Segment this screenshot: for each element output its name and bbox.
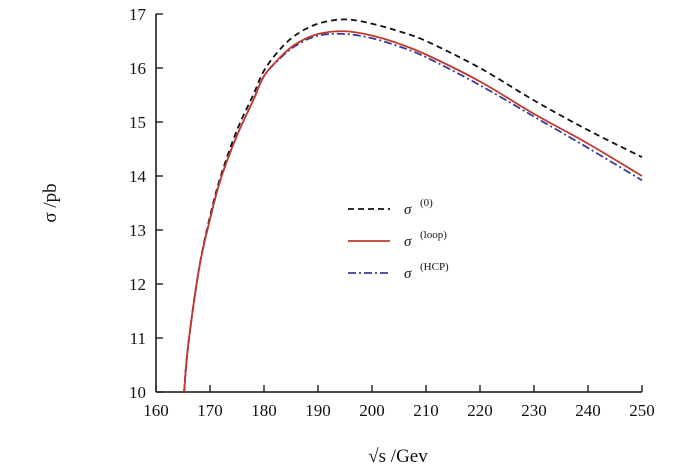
legend: σ (0) σ (loop) σ (HCP) [348, 197, 449, 282]
x-axis-label: √s /Gev [368, 446, 428, 467]
x-tick-label: 180 [251, 401, 277, 420]
x-tick-label: 190 [305, 401, 331, 420]
x-tick-label: 220 [467, 401, 493, 420]
y-tick-label: 15 [129, 113, 146, 132]
y-tick-label: 13 [129, 221, 146, 240]
series-group [183, 18, 643, 393]
legend-sup-2: (HCP) [420, 261, 449, 273]
legend-sup-1: (loop) [420, 229, 447, 241]
series-line-2 [183, 32, 643, 393]
x-tick-label: 230 [521, 401, 547, 420]
y-tick-label: 14 [129, 167, 147, 186]
legend-sup-0: (0) [420, 197, 433, 209]
y-tick-label: 16 [129, 59, 146, 78]
y-axis-label: σ /pb [40, 183, 61, 222]
legend-label-0: σ [404, 202, 412, 218]
y-ticks: 10 11 12 13 14 15 16 17 [129, 5, 163, 402]
x-tick-label: 240 [575, 401, 601, 420]
x-tick-label: 210 [413, 401, 439, 420]
series-line-1 [183, 30, 643, 393]
legend-label-2: σ [404, 266, 412, 282]
series-line-0 [183, 18, 643, 393]
x-tick-label: 160 [143, 401, 169, 420]
y-tick-label: 11 [130, 329, 146, 348]
x-tick-label: 250 [629, 401, 655, 420]
legend-label-1: σ [404, 234, 412, 250]
plot-area: 160 170 180 190 200 210 220 230 240 250 101112131… [129, 5, 655, 420]
x-tick-label: 170 [197, 401, 223, 420]
y-tick-label: 10 [129, 383, 146, 402]
y-tick-label: 12 [129, 275, 146, 294]
x-ticks: 160 170 180 190 200 210 220 230 240 250 [143, 385, 655, 420]
y-tick-label: 17 [129, 5, 147, 24]
x-tick-label: 200 [359, 401, 385, 420]
